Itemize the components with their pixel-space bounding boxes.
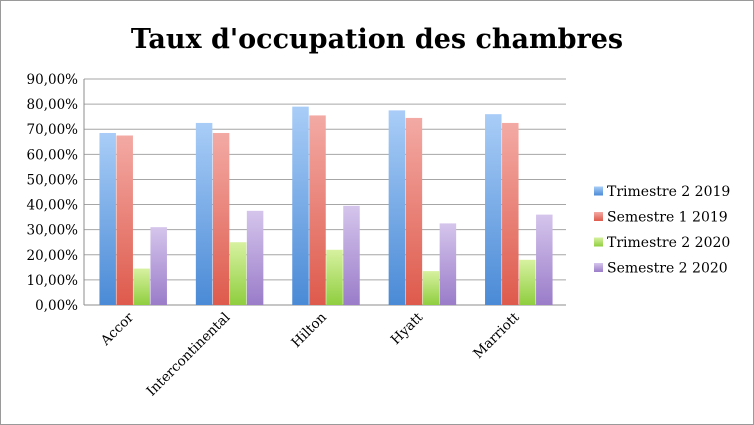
bar-intercontinental-series-4 [246, 210, 264, 305]
legend-label: Semestre 1 2019 [607, 210, 728, 226]
y-tick-label: 90,00% [27, 72, 79, 88]
bar-intercontinental-series-2 [212, 132, 230, 305]
y-tick-label: 40,00% [27, 198, 79, 214]
bar-marriott-series-3 [519, 259, 536, 305]
y-tick-label: 70,00% [27, 122, 79, 138]
legend-label: Trimestre 2 2019 [607, 184, 730, 200]
legend-swatch [594, 237, 603, 247]
bar-hyatt-series-3 [422, 271, 440, 305]
y-tick-label: 10,00% [27, 273, 79, 289]
x-category-label: Accor [97, 309, 137, 349]
bar-accor-series-2 [116, 135, 133, 305]
legend-label: Semestre 2 2020 [607, 261, 728, 277]
bar-accor-series-4 [150, 227, 167, 305]
legend-swatch [594, 263, 603, 272]
bar-hilton-series-1 [292, 106, 309, 305]
y-tick-label: 60,00% [27, 147, 79, 163]
bar-hyatt-series-4 [439, 223, 457, 305]
x-category-label: Marriott [470, 309, 523, 362]
legend-label: Trimestre 2 2020 [607, 235, 730, 251]
y-tick-label: 0,00% [35, 298, 78, 314]
y-tick-label: 20,00% [27, 248, 79, 264]
bar-intercontinental-series-3 [229, 242, 247, 305]
bar-hyatt-series-2 [405, 117, 423, 305]
bar-accor-series-1 [99, 132, 116, 305]
chart-title: Taux d'occupation des chambres [131, 24, 623, 55]
bar-hyatt-series-1 [388, 110, 406, 305]
x-category-label: Intercontinental [143, 310, 233, 400]
bar-hilton-series-3 [326, 249, 343, 305]
bar-hilton-series-2 [309, 115, 326, 306]
bar-marriott-series-2 [502, 122, 519, 305]
y-tick-label: 30,00% [27, 223, 79, 239]
y-tick-label: 80,00% [27, 97, 79, 113]
bar-marriott-series-4 [536, 214, 553, 305]
bar-marriott-series-1 [485, 114, 502, 306]
y-tick-label: 50,00% [27, 172, 79, 188]
x-category-label: Hilton [288, 309, 330, 351]
bar-hilton-series-4 [343, 205, 360, 305]
legend-swatch [594, 186, 603, 196]
legend-swatch [594, 212, 603, 221]
bar-accor-series-3 [133, 268, 150, 305]
x-category-label: Hyatt [388, 309, 427, 348]
bar-intercontinental-series-1 [195, 122, 213, 305]
